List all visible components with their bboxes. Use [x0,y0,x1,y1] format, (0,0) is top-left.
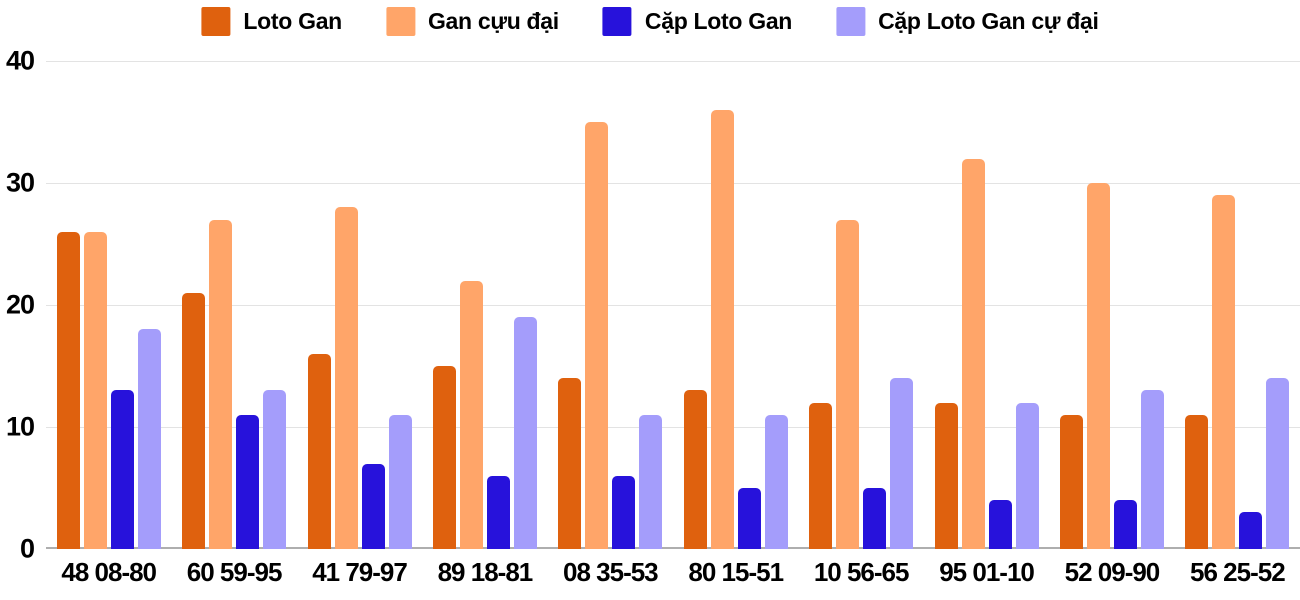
x-axis-label: 41 79-97 [312,557,408,587]
y-axis: 0 10 20 30 40 [0,46,35,564]
bar-group [171,61,296,549]
y-axis-tick-label: 40 [5,45,35,76]
y-axis-tick-label: 10 [5,411,35,442]
legend-label: Gan cựu đại [427,8,559,34]
x-axis-label: 08 35-53 [563,557,659,587]
bar [1140,390,1164,549]
bar [585,122,609,549]
plot-area: 48 08-80 60 59-95 41 79-97 89 18-81 08 35-53… [46,61,1300,600]
bar [836,219,860,549]
x-axis-label: 60 59-95 [186,557,283,587]
bar [1239,512,1263,549]
legend-item: Loto Gan [201,7,342,36]
bar-group [548,61,673,549]
bar-group [1049,61,1174,549]
bar [558,378,582,549]
x-axis-label: 89 18-81 [437,557,534,587]
x-axis-label: 10 56-65 [813,557,910,587]
bar [612,475,636,549]
bar [56,231,80,549]
bar [307,353,331,549]
bar [890,378,914,549]
bar [961,158,985,549]
x-axis: 48 08-80 60 59-95 41 79-97 89 18-81 08 35-53… [46,557,1300,588]
legend-swatch [836,7,866,36]
bar [988,500,1012,549]
bar [209,219,233,549]
gridline [46,183,1300,184]
bar [432,366,456,549]
bar [486,475,510,549]
gridline [46,305,1300,306]
x-axis-label: 56 25-52 [1190,557,1286,587]
legend-item: Cặp Loto Gan cự đại [836,7,1099,36]
x-axis-baseline [46,547,1300,549]
bar [1212,195,1236,549]
y-axis-tick-label: 0 [19,533,35,564]
bar [1185,414,1209,549]
bar-group [1175,61,1300,549]
bar [137,329,161,549]
bar [83,231,107,549]
legend-label: Cặp Loto Gan cự đại [878,8,1099,34]
bar [639,414,663,549]
bar [764,414,788,549]
bar [1113,500,1137,549]
y-axis-tick-label: 20 [5,289,35,320]
bar-group [924,61,1049,549]
bar [863,488,887,549]
bar [934,402,958,549]
bar-group [798,61,923,549]
x-axis-label: 52 09-90 [1064,557,1161,587]
bar [1086,183,1110,549]
bar [334,207,358,549]
bar [182,292,206,549]
bar [236,414,260,549]
x-axis-label: 95 01-10 [939,557,1035,587]
bar-group [297,61,422,549]
bar [710,109,734,549]
bar-group [46,61,171,549]
gridline [46,427,1300,428]
bar [737,488,761,549]
bar-group [673,61,798,549]
bar [809,402,833,549]
bar-group [422,61,547,549]
bar [459,280,483,549]
bar [513,317,537,549]
gridline [46,61,1300,62]
legend-swatch [602,7,632,36]
legend-swatch [385,7,415,36]
legend-item: Gan cựu đại [385,7,559,36]
bars-area [46,61,1300,549]
bar [361,463,385,549]
legend-item: Cặp Loto Gan [602,7,793,36]
bar [683,390,707,549]
y-axis-tick-label: 30 [5,167,35,198]
bar [1015,402,1039,549]
bar [263,390,287,549]
bar [388,414,412,549]
bar [1059,414,1083,549]
bar [110,390,134,549]
legend-label: Cặp Loto Gan [644,8,793,34]
bar [1266,378,1290,549]
legend: Loto Gan Gan cựu đại Cặp Loto Gan Cặp Loto … [201,7,1099,36]
legend-label: Loto Gan [243,8,342,34]
x-axis-label: 48 08-80 [61,557,157,587]
legend-swatch [201,7,231,36]
x-axis-label: 80 15-51 [688,557,784,587]
